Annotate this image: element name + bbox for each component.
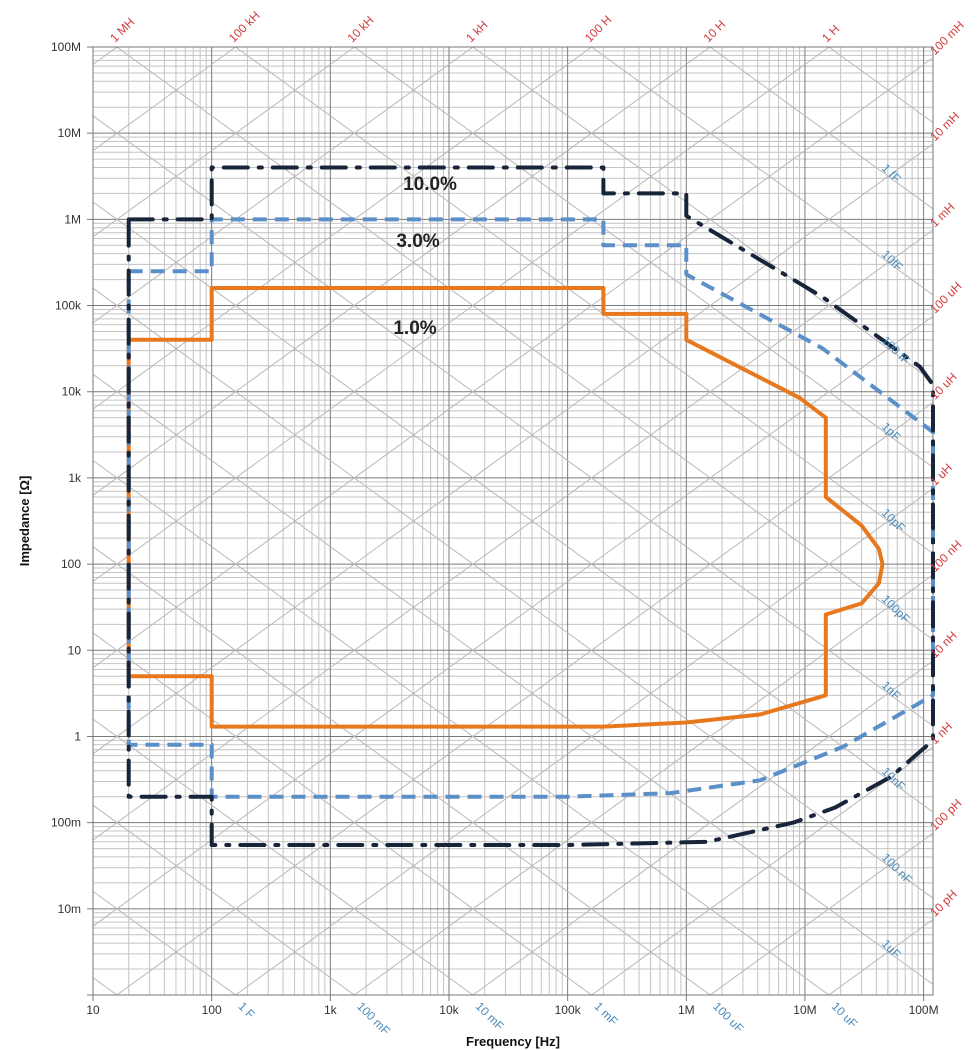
- y-tick-label: 100M: [51, 40, 81, 54]
- capacitance-label: 1 F: [235, 999, 257, 1021]
- capacitance-label: 1uF: [879, 937, 904, 962]
- capacitance-line: [354, 46, 934, 468]
- capacitance-line: [709, 46, 934, 210]
- capacitance-line: [828, 46, 934, 124]
- y-tick-label: 10k: [62, 385, 82, 399]
- x-axis-title: Frequency [Hz]: [466, 1034, 560, 1049]
- capacitance-line: [92, 115, 934, 727]
- x-tick-label: 10: [86, 1003, 100, 1017]
- capacitance-label: 1nF: [879, 678, 904, 703]
- inductance-line: [116, 401, 934, 996]
- inductance-label: 10 mH: [927, 109, 962, 144]
- series-annotation: 1.0%: [393, 318, 436, 339]
- lc-reference-lines: [92, 46, 934, 996]
- inductance-line: [709, 832, 934, 996]
- capacitance-label: 10fF: [879, 247, 906, 274]
- capacitance-line: [591, 46, 934, 296]
- inductance-line: [92, 315, 934, 927]
- inductance-line: [591, 746, 934, 996]
- series-line-100pct: [126, 165, 935, 847]
- y-tick-label: 1k: [68, 471, 82, 485]
- y-tick-label: 10: [68, 643, 82, 657]
- inductance-label: 1 kH: [463, 18, 490, 45]
- inductance-line: [92, 46, 118, 65]
- capacitance-label: 100 uF: [710, 999, 746, 1035]
- y-tick-label: 10m: [58, 902, 81, 916]
- inductance-line: [235, 488, 934, 996]
- inductance-label: 100 H: [582, 13, 615, 46]
- x-tick-label: 100k: [555, 1003, 582, 1017]
- inductance-label: 10 uH: [927, 370, 960, 403]
- x-tick-label: 1M: [678, 1003, 695, 1017]
- series-labels: 10.0% 3.0% 1.0%: [393, 174, 457, 339]
- capacitance-label: 1 fF: [879, 161, 904, 186]
- y-tick-label: 1M: [64, 212, 81, 226]
- series-annotation: 10.0%: [403, 174, 457, 195]
- inductance-line: [92, 229, 934, 841]
- inductance-label: 100 kH: [226, 8, 263, 45]
- capacitance-line: [116, 46, 934, 641]
- x-tick-label: 100M: [909, 1003, 939, 1017]
- x-tick-label: 100: [202, 1003, 222, 1017]
- y-tick-label: 100: [61, 557, 81, 571]
- inductance-line: [472, 660, 934, 996]
- capacitance-line: [92, 546, 711, 996]
- series-line-10pct: [126, 286, 885, 729]
- series-annotation: 3.0%: [396, 231, 439, 252]
- capacitance-line: [92, 373, 934, 985]
- capacitance-line: [92, 632, 592, 996]
- inductance-label: 10 kH: [344, 13, 376, 45]
- inductance-line: [92, 57, 934, 669]
- inductance-label: 1 mH: [927, 200, 957, 230]
- capacitance-label: 10 mF: [473, 999, 507, 1033]
- inductance-line: [92, 46, 474, 324]
- x-tick-labels: 10 100 1k 10k 100k 1M 10M 100M: [86, 1003, 938, 1017]
- x-tick-label: 1k: [324, 1003, 338, 1017]
- capacitance-line: [92, 718, 474, 996]
- x-tick-label: 10M: [793, 1003, 816, 1017]
- y-tick-label: 100k: [55, 299, 82, 313]
- x-tick-label: 10k: [439, 1003, 459, 1017]
- inductance-label: 10 pH: [927, 887, 960, 920]
- inductance-label: 10 H: [700, 17, 728, 45]
- inductance-line: [92, 46, 830, 582]
- y-tick-label: 1: [74, 729, 81, 743]
- inductance-label: 100 mH: [927, 18, 967, 58]
- series-group: [126, 165, 935, 847]
- y-tick-label: 10M: [58, 126, 81, 140]
- capacitance-label: 10 uF: [829, 999, 861, 1031]
- y-axis-title: Impedance [Ω]: [17, 476, 32, 567]
- inductance-line: [92, 46, 711, 496]
- capacitance-line: [92, 804, 355, 996]
- inductance-line: [354, 574, 934, 996]
- y-tick-label: 100m: [51, 816, 81, 830]
- y-tick-labels: 100M 10M 1M 100k 10k 1k 100 10 1 100m 10m: [51, 40, 82, 916]
- major-gridlines: [87, 46, 933, 1001]
- capacitance-label: 1pF: [879, 420, 904, 445]
- inductance-line: [92, 46, 355, 238]
- inductance-label: 1 H: [819, 22, 842, 45]
- capacitance-line: [472, 46, 934, 382]
- capacitance-label: 100 mF: [354, 999, 393, 1038]
- capacitance-line: [235, 46, 934, 554]
- capacitance-line: [92, 977, 118, 996]
- inductance-line: [92, 143, 934, 755]
- plot-frame: [92, 46, 934, 996]
- inductance-line: [828, 918, 934, 996]
- capacitance-label: 1 mF: [591, 999, 620, 1028]
- inductance-label: 1 MH: [107, 15, 137, 45]
- minor-gridlines: [93, 47, 933, 995]
- capacitance-line: [92, 287, 934, 899]
- capacitance-line: [92, 201, 934, 813]
